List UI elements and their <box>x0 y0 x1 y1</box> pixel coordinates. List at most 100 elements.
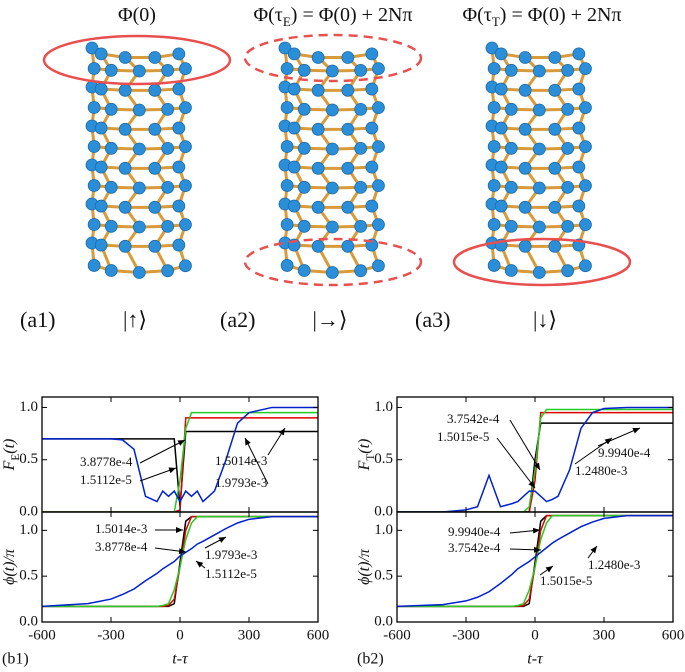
atom <box>132 142 146 156</box>
atom <box>280 62 294 75</box>
x-tick-label: 300 <box>593 627 616 643</box>
atom <box>325 64 339 78</box>
annotation-arrow <box>496 437 536 489</box>
atom <box>148 161 162 175</box>
y-tick-label: 0.5 <box>374 451 393 467</box>
y-tick-label: 0.0 <box>19 503 38 519</box>
atom <box>161 219 175 233</box>
y-tick-label: 1.0 <box>19 522 38 538</box>
text-part: (t) <box>1 439 18 454</box>
atom <box>561 180 575 194</box>
nanotube <box>85 41 192 279</box>
text-part: Φ(τ <box>463 4 492 26</box>
annotation: 3.7542e-4 <box>447 411 500 426</box>
state-formula: Φ(0) <box>118 4 156 26</box>
atom <box>311 122 325 136</box>
atom <box>94 160 108 174</box>
atom <box>341 83 355 97</box>
highlight-ring <box>243 33 423 83</box>
atom <box>354 219 368 233</box>
data-line <box>42 406 318 504</box>
atom <box>487 218 501 231</box>
atom <box>278 41 292 55</box>
atom <box>504 141 518 155</box>
atom <box>132 266 146 279</box>
atom <box>487 62 501 75</box>
panel-label: (a3) <box>415 307 450 332</box>
text-part: T <box>492 14 500 29</box>
atom <box>148 239 162 253</box>
atom <box>354 264 368 278</box>
atom <box>532 142 546 156</box>
data-line <box>42 515 318 608</box>
atom <box>372 62 385 76</box>
atom <box>104 180 118 194</box>
atom <box>311 51 325 64</box>
atom <box>548 122 562 136</box>
annotation-arrow <box>587 545 598 559</box>
text-part: ϕ(t)/π <box>356 548 373 585</box>
annotation: 1.5015e-5 <box>437 429 489 444</box>
annotation: 1.5112e-5 <box>80 472 132 487</box>
atom <box>85 41 99 55</box>
atom <box>561 63 575 77</box>
atom <box>132 181 146 195</box>
highlight-ring <box>42 34 232 86</box>
atom <box>148 51 162 64</box>
atom <box>494 82 508 96</box>
atom <box>579 179 592 193</box>
atom <box>365 160 379 174</box>
x-tick-label: 600 <box>662 627 685 643</box>
atom <box>87 140 101 153</box>
x-tick-label: -300 <box>97 627 125 643</box>
annotation-arrow <box>574 437 613 465</box>
atom <box>504 264 518 277</box>
atom <box>572 160 586 174</box>
y-tick-label: 0.0 <box>19 613 38 629</box>
atom <box>504 63 518 77</box>
atom <box>532 220 546 234</box>
annotation-arrow <box>509 419 541 471</box>
annotation: 1.9793e-3 <box>215 475 267 490</box>
state-formula: Φ(τT) = Φ(0) + 2Nπ <box>463 4 622 30</box>
atom <box>179 259 192 273</box>
atom <box>365 47 379 61</box>
nanotube <box>485 41 592 279</box>
atom <box>504 102 518 116</box>
atom <box>104 141 118 155</box>
atom <box>518 83 532 97</box>
atom <box>287 47 301 61</box>
atom <box>325 266 339 279</box>
atom <box>179 62 192 76</box>
x-tick-label: 0 <box>176 627 184 643</box>
atom <box>341 161 355 175</box>
atom <box>87 62 101 75</box>
atom <box>365 121 379 135</box>
atom <box>548 83 562 97</box>
highlight-ring <box>452 237 632 287</box>
atom <box>325 181 339 195</box>
atom <box>287 82 301 96</box>
atom <box>179 179 192 193</box>
annotation-arrow <box>154 547 187 555</box>
atom <box>287 121 301 135</box>
data-line <box>397 422 673 512</box>
atom <box>504 180 518 194</box>
atom <box>104 102 118 116</box>
panel-label: (b1) <box>2 651 29 668</box>
atom <box>172 199 186 213</box>
text-part: Φ(0) <box>118 4 156 26</box>
atom <box>341 200 355 214</box>
panel-label: (a2) <box>220 307 255 332</box>
y-tick-label: 0.0 <box>374 613 393 629</box>
highlight-ring <box>243 237 423 287</box>
text-part: F <box>1 460 18 471</box>
atom <box>518 161 532 175</box>
atom <box>579 101 592 115</box>
x-tick-label: -600 <box>28 627 56 643</box>
y-tick-label: 1.0 <box>19 399 38 415</box>
atom <box>372 218 385 232</box>
atom <box>311 161 325 175</box>
y-tick-label: 1.0 <box>374 399 393 415</box>
panel-label: (b2) <box>357 651 384 668</box>
